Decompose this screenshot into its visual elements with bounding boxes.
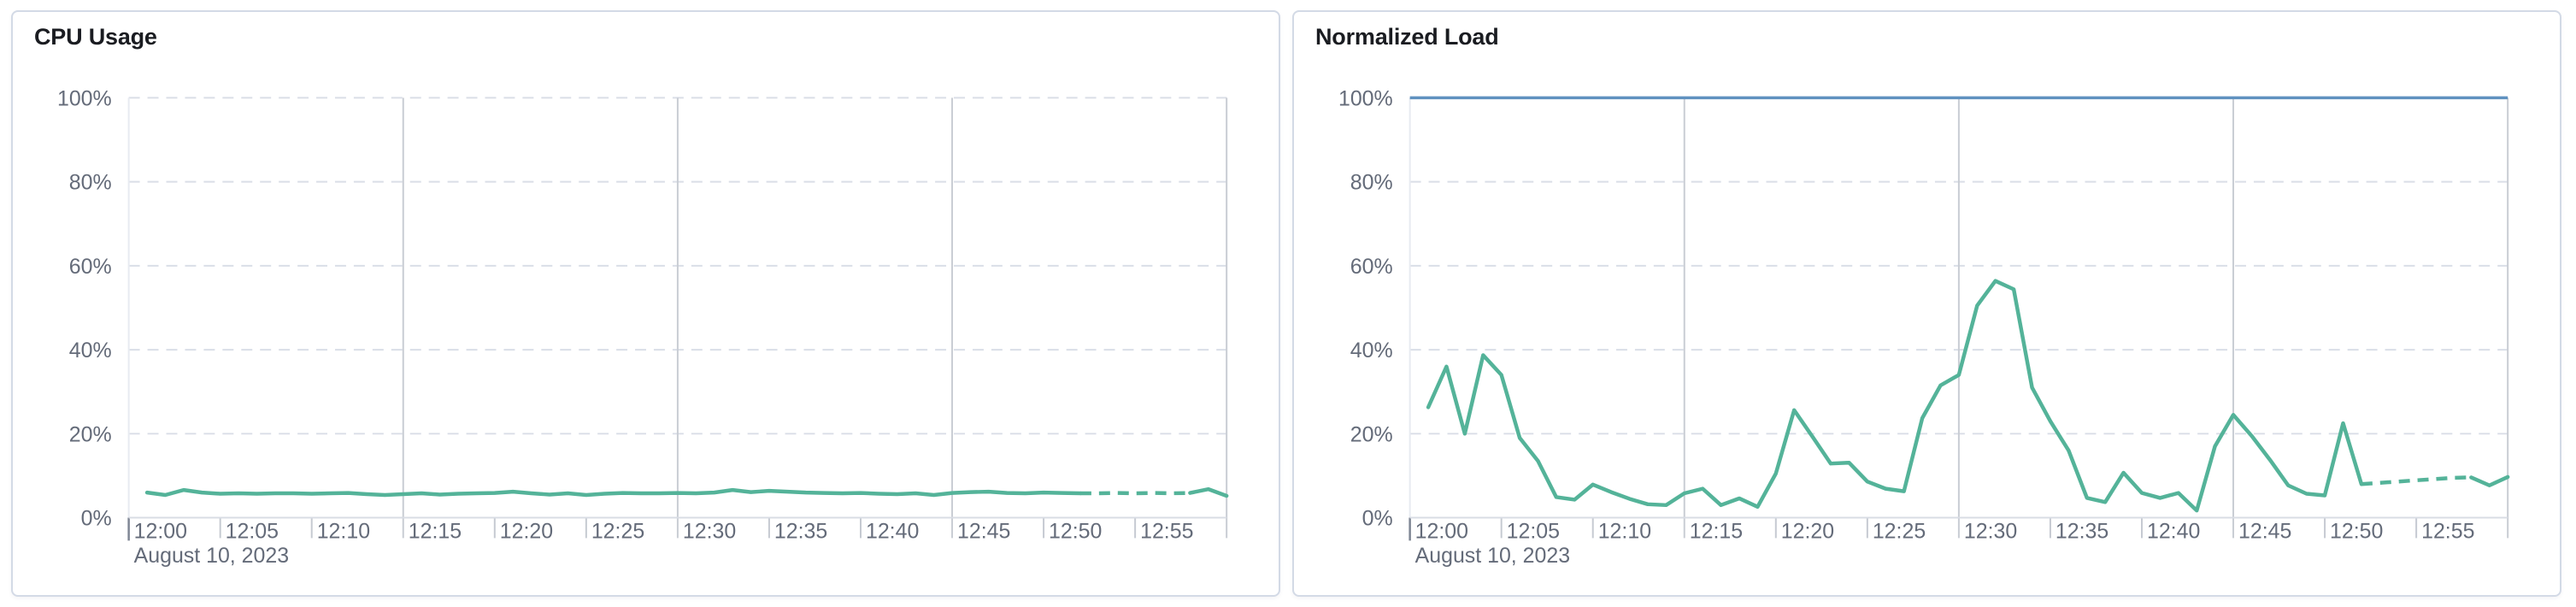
normalized-load-chart[interactable]: 12:00 12:05 12:10 12:15 12:20 12:25 12:30 12:35… (1294, 12, 2560, 595)
svg-text:12:20: 12:20 (500, 519, 553, 543)
svg-text:40%: 40% (1350, 339, 1393, 362)
svg-text:12:15: 12:15 (409, 519, 462, 543)
svg-text:80%: 80% (1350, 171, 1393, 195)
svg-text:12:50: 12:50 (2330, 519, 2383, 543)
svg-text:20%: 20% (69, 422, 112, 446)
svg-text:100%: 100% (1338, 86, 1393, 110)
svg-text:12:40: 12:40 (866, 519, 919, 543)
svg-text:12:00: 12:00 (1415, 519, 1468, 543)
svg-text:12:55: 12:55 (2421, 519, 2474, 543)
svg-text:12:00: 12:00 (134, 519, 187, 543)
svg-text:12:15: 12:15 (1690, 519, 1743, 543)
svg-text:12:35: 12:35 (2056, 519, 2108, 543)
svg-text:12:45: 12:45 (957, 519, 1010, 543)
svg-text:12:05: 12:05 (1507, 519, 1560, 543)
svg-text:12:30: 12:30 (1964, 519, 2017, 543)
svg-text:20%: 20% (1350, 422, 1393, 446)
svg-text:12:45: 12:45 (2238, 519, 2291, 543)
cpu-usage-chart[interactable]: 12:00 12:05 12:10 12:15 12:20 12:25 12:30 12:35… (13, 12, 1279, 595)
svg-text:August 10, 2023: August 10, 2023 (1415, 544, 1570, 568)
cpu-usage-panel: CPU Usage 12:00 12:05 12:10 12:15 12:20 12:25… (11, 10, 1280, 597)
svg-text:12:10: 12:10 (1598, 519, 1651, 543)
svg-text:0%: 0% (81, 507, 112, 531)
svg-text:12:20: 12:20 (1781, 519, 1834, 543)
svg-text:12:05: 12:05 (226, 519, 279, 543)
svg-text:12:30: 12:30 (683, 519, 736, 543)
svg-text:12:25: 12:25 (1873, 519, 1926, 543)
svg-text:60%: 60% (69, 255, 112, 279)
svg-text:12:55: 12:55 (1140, 519, 1193, 543)
svg-text:40%: 40% (69, 339, 112, 362)
svg-text:12:25: 12:25 (591, 519, 644, 543)
normalized-load-panel-title: Normalized Load (1315, 24, 1499, 50)
svg-text:12:50: 12:50 (1049, 519, 1102, 543)
svg-text:60%: 60% (1350, 255, 1393, 279)
svg-text:12:35: 12:35 (774, 519, 827, 543)
svg-text:August 10, 2023: August 10, 2023 (134, 544, 289, 568)
normalized-load-panel: Normalized Load 12:00 12:05 12:10 12:15 12:2… (1292, 10, 2561, 597)
cpu-usage-panel-title: CPU Usage (34, 24, 157, 50)
svg-text:0%: 0% (1362, 507, 1393, 531)
svg-text:100%: 100% (57, 86, 112, 110)
svg-text:12:40: 12:40 (2147, 519, 2200, 543)
svg-text:80%: 80% (69, 171, 112, 195)
svg-text:12:10: 12:10 (317, 519, 370, 543)
